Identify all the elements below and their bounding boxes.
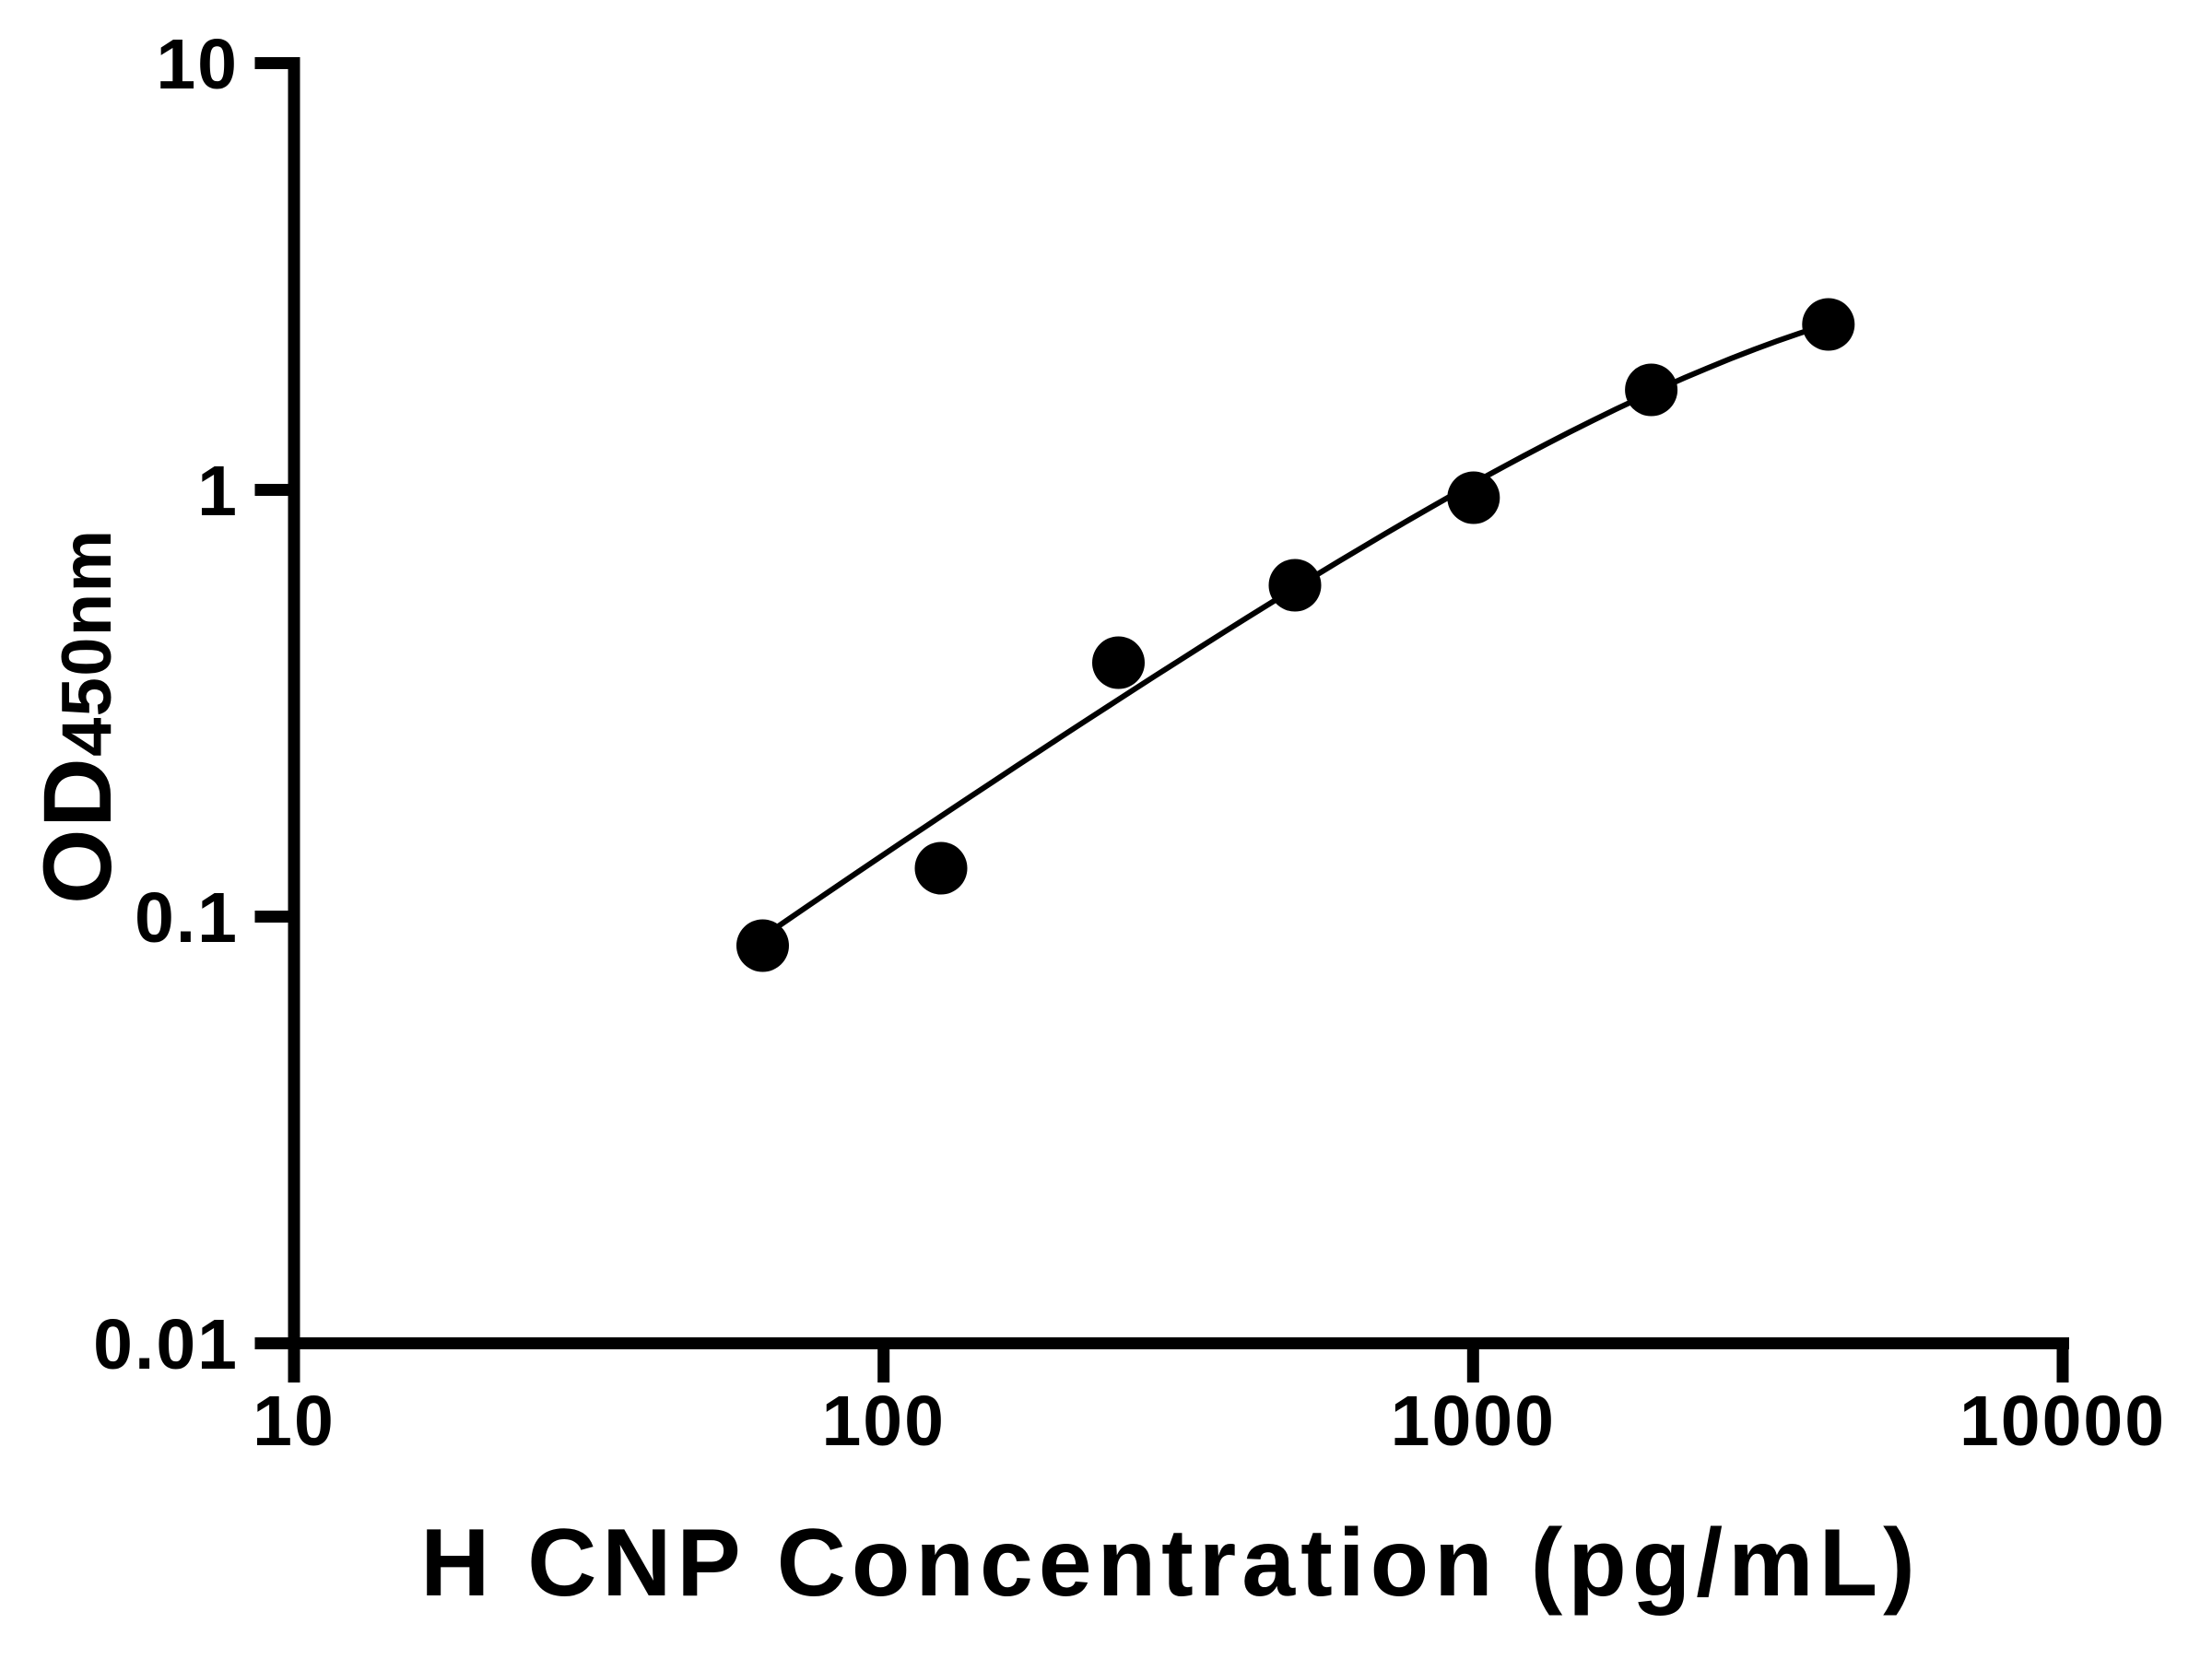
svg-text:10: 10 <box>253 1382 335 1461</box>
svg-text:100: 100 <box>821 1382 945 1461</box>
svg-text:10: 10 <box>156 25 239 104</box>
svg-text:H CNP Concentration (pg/mL): H CNP Concentration (pg/mL) <box>420 1510 1921 1617</box>
svg-text:10000: 10000 <box>1959 1382 2166 1461</box>
svg-text:1: 1 <box>197 452 239 531</box>
svg-text:1000: 1000 <box>1391 1382 1556 1461</box>
svg-text:0.01: 0.01 <box>93 1305 239 1384</box>
svg-text:0.1: 0.1 <box>135 878 239 958</box>
